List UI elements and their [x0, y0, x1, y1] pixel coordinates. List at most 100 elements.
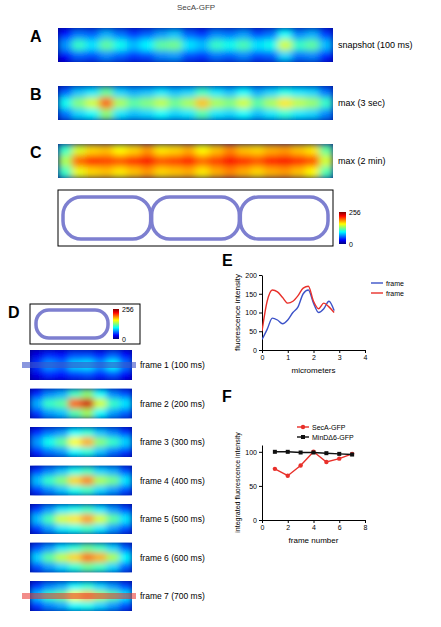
heatmap-cell	[119, 563, 132, 573]
tick: 50	[249, 328, 262, 335]
heatmap-cell	[237, 51, 251, 62]
heatmap-cell	[127, 167, 141, 178]
heatmap-cell	[223, 86, 237, 98]
x-axis: 01234	[261, 350, 368, 361]
heatmap-cell	[81, 524, 94, 534]
heatmap-cell	[292, 144, 306, 156]
heatmap-cell	[127, 109, 141, 120]
heatmap-cell	[223, 39, 237, 51]
heatmap-cell	[81, 553, 94, 564]
heatmap-cell	[237, 39, 251, 51]
heatmap-cell	[119, 427, 132, 438]
heatmap-cell	[56, 350, 69, 361]
heatmap-cell	[81, 399, 94, 410]
heatmap-cell	[154, 144, 168, 156]
heatmap-cell	[306, 167, 320, 178]
heatmap-cell	[196, 51, 210, 62]
x-axis: 02468	[261, 520, 368, 531]
heatmap-cell	[68, 476, 81, 487]
tick-label: 200	[245, 272, 257, 279]
heatmap-cell	[94, 350, 107, 361]
heatmap-cell	[264, 51, 278, 62]
heatmap-cell	[223, 155, 237, 167]
heatmap-cells	[30, 389, 132, 419]
panel-letter: B	[30, 86, 42, 103]
heatmap-cell	[30, 504, 43, 515]
heatmap-cell	[319, 28, 333, 40]
heatmap-cell	[30, 476, 43, 487]
heatmap-cell	[58, 109, 72, 120]
heatmap-cell	[94, 476, 107, 487]
heatmap-cell	[141, 28, 155, 40]
series-marker	[286, 450, 290, 454]
heatmap-cell	[43, 437, 56, 448]
heatmap-cell	[264, 86, 278, 98]
heatmap-cell	[72, 167, 86, 178]
heatmap-cell	[209, 97, 223, 109]
tick: 2	[312, 350, 316, 361]
tick-label: 0	[253, 517, 257, 524]
heatmap-cell	[94, 601, 107, 611]
tick-label: 100	[245, 449, 257, 456]
heatmap-cell	[58, 155, 72, 167]
heatmap-cell	[141, 155, 155, 167]
heatmap-cell	[81, 389, 94, 400]
tick: 0	[261, 520, 265, 531]
heatmap-cell	[319, 109, 333, 120]
heatmap-cell	[264, 155, 278, 167]
heatmap	[58, 86, 333, 120]
heatmap-cell	[182, 28, 196, 40]
heatmap-cell	[182, 86, 196, 98]
heatmap-cell	[68, 427, 81, 438]
heatmap-cell	[113, 144, 127, 156]
heatmap-ground	[30, 466, 132, 496]
heatmap-cell	[141, 39, 155, 51]
heatmap-cell	[107, 350, 120, 361]
heatmap-cell	[30, 466, 43, 477]
heatmap-cell	[278, 28, 292, 40]
figure-container: SecA-GFPAsnapshot (100 ms)Bmax (3 sec)Cm…	[0, 0, 441, 627]
heatmap-cell	[94, 370, 107, 380]
x-axis-title: frame number	[289, 536, 339, 545]
heatmap-cell	[251, 97, 265, 109]
heatmap-cell	[319, 155, 333, 167]
heatmap-cell	[81, 486, 94, 496]
heatmap-cell	[94, 466, 107, 477]
heatmap-cell	[154, 167, 168, 178]
heatmap-cell	[81, 350, 94, 361]
heatmap-cell	[107, 437, 120, 448]
heatmap-cell	[58, 144, 72, 156]
heatmap-cell	[182, 155, 196, 167]
heatmap-cell	[127, 51, 141, 62]
heatmap-cell	[30, 370, 43, 380]
heatmap-cell	[43, 504, 56, 515]
heatmap-cell	[81, 581, 94, 592]
heatmap-cell	[43, 370, 56, 380]
heatmap	[58, 144, 333, 178]
heatmap-cell	[68, 581, 81, 592]
tick-label: 6	[338, 524, 342, 531]
heatmap-cell	[107, 563, 120, 573]
heatmap-cell	[278, 144, 292, 156]
heatmap-cell	[306, 155, 320, 167]
tick: 1	[286, 350, 290, 361]
heatmap-cell	[107, 524, 120, 534]
heatmap-cell	[68, 447, 81, 457]
heatmap-cell	[99, 51, 113, 62]
tick-label: 100	[245, 309, 257, 316]
heatmap-cell	[99, 97, 113, 109]
legend-label: frame	[386, 290, 404, 297]
heatmap-cell	[43, 399, 56, 410]
heatmap-cell	[113, 167, 127, 178]
heatmap-cell	[237, 167, 251, 178]
heatmap-cell	[30, 543, 43, 554]
heatmap-cell	[119, 476, 132, 487]
heatmap-cell	[81, 476, 94, 487]
tick: 4	[312, 520, 316, 531]
heatmap-cell	[141, 97, 155, 109]
heatmap	[30, 427, 132, 457]
heatmap-cell	[107, 543, 120, 554]
heatmap-cell	[119, 514, 132, 525]
heatmap-cell	[264, 167, 278, 178]
colorbar	[339, 212, 346, 244]
